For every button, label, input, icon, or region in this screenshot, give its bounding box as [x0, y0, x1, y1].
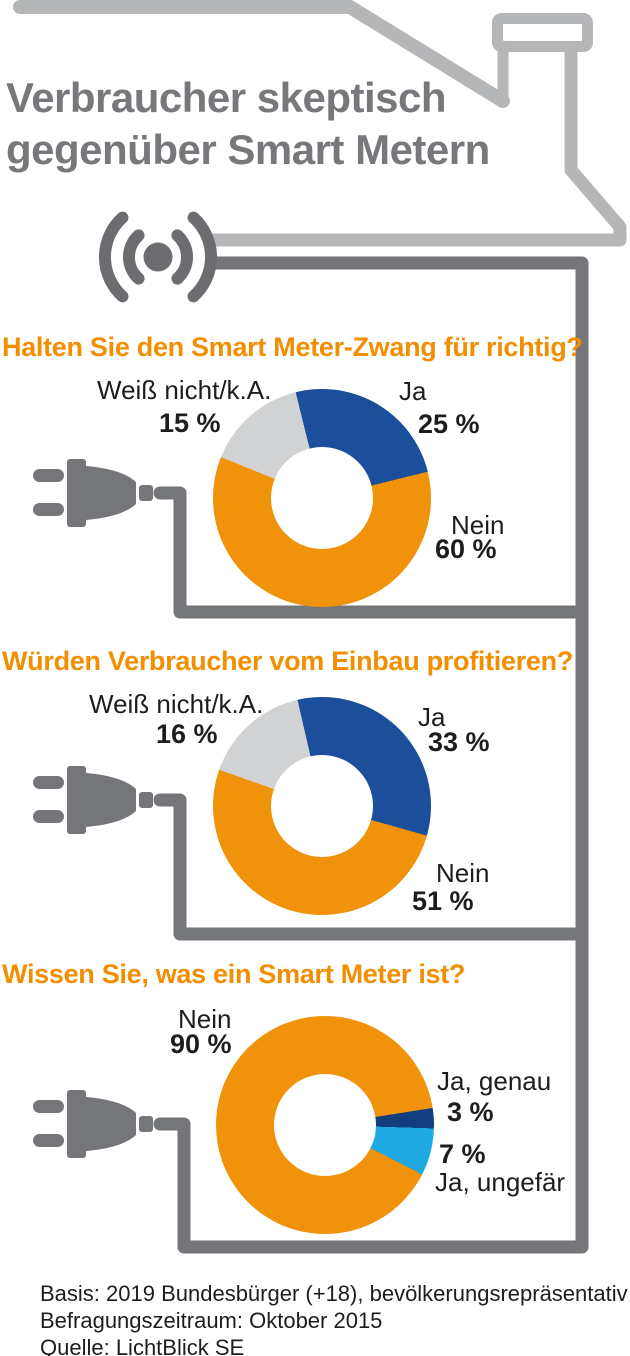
footer-basis: Basis: 2019 Bundesbürger (+18), bevölker… — [40, 1281, 628, 1306]
chart-3-value-nein: 90 % — [170, 1029, 232, 1059]
section-1-heading: Halten Sie den Smart Meter-Zwang für ric… — [2, 332, 583, 362]
donut-chart-1 — [213, 389, 431, 607]
footer-quelle: Quelle: LichtBlick SE — [40, 1335, 245, 1356]
chart-1-label-ja: Ja — [399, 376, 427, 406]
plug-nub — [139, 792, 153, 808]
donut-2-hole — [271, 755, 373, 857]
plug-prong-top — [33, 469, 64, 482]
donut-chart-3 — [216, 1016, 434, 1234]
page-title: Verbraucher skeptisch gegenüber Smart Me… — [6, 72, 490, 176]
plug-icon-1 — [33, 459, 153, 527]
plug-body — [67, 766, 86, 834]
wifi-arc-outer-right — [187, 211, 217, 303]
chart-1-value-nein: 60 % — [435, 534, 497, 564]
chart-2-value-nein: 51 % — [412, 886, 474, 916]
power-cables — [153, 256, 589, 1254]
page-title-line-2: gegenüber Smart Metern — [6, 126, 490, 173]
plug-icon-3 — [33, 1090, 153, 1158]
plug-prong-bottom — [33, 1134, 64, 1147]
wifi-arc-inner-right — [171, 229, 193, 285]
wifi-arc-inner-left — [123, 229, 145, 285]
chart-1-value-weiss-nicht: 15 % — [159, 408, 221, 438]
plug-prong-top — [33, 776, 64, 789]
chart-3-label-ja-ungefaer: Ja, ungefär — [435, 1167, 566, 1197]
plug-bell — [86, 773, 136, 827]
chart-1-label-nein: Nein — [451, 510, 505, 540]
chart-1-label-weiss-nicht: Weiß nicht/k.A. — [97, 375, 272, 405]
plug-prong-bottom — [33, 503, 64, 516]
wifi-arc-outer-left — [99, 211, 129, 303]
section-3-heading: Wissen Sie, was ein Smart Meter ist? — [2, 959, 466, 989]
plug-prong-top — [33, 1100, 64, 1113]
cable-main — [153, 256, 589, 1254]
footer: Basis: 2019 Bundesbürger (+18), bevölker… — [40, 1280, 628, 1356]
plug-body — [67, 459, 86, 527]
page-title-line-1: Verbraucher skeptisch — [6, 74, 447, 121]
donut-3-hole — [274, 1074, 376, 1176]
chart-2-label-nein: Nein — [436, 858, 490, 888]
house-icon — [13, 0, 627, 247]
cable-chart-1 — [153, 486, 589, 619]
chart-3-value-ja-genau: 3 % — [447, 1097, 494, 1127]
chart-1-value-ja: 25 % — [418, 409, 480, 439]
plug-bell — [86, 466, 136, 520]
wifi-dot — [143, 242, 173, 272]
chart-2-label-weiss-nicht: Weiß nicht/k.A. — [89, 689, 264, 719]
plug-nub — [139, 485, 153, 501]
chart-2-label-ja: Ja — [418, 702, 446, 732]
chart-3-value-ja-ungefaer: 7 % — [439, 1139, 486, 1169]
chart-3-label-nein: Nein — [178, 1004, 232, 1034]
footer-befragungszeitraum: Befragungszeitraum: Oktober 2015 — [40, 1308, 383, 1333]
house-roof-line — [13, 0, 510, 108]
wifi-icon — [99, 211, 217, 303]
plug-bell — [86, 1097, 136, 1151]
donut-1-hole — [271, 447, 373, 549]
chimney-cap — [492, 13, 593, 52]
cable-chart-2 — [153, 793, 589, 941]
donut-chart-2 — [213, 697, 431, 915]
chart-2-value-weiss-nicht: 16 % — [156, 719, 218, 749]
plug-nub — [139, 1116, 153, 1132]
plug-body — [67, 1090, 86, 1158]
chart-2-value-ja: 33 % — [428, 727, 490, 757]
chart-3-label-ja-genau: Ja, genau — [437, 1066, 552, 1096]
section-2-heading: Würden Verbraucher vom Einbau profitiere… — [2, 646, 573, 676]
house-wall-line — [205, 39, 627, 247]
plug-icon-2 — [33, 766, 153, 834]
plug-prong-bottom — [33, 810, 64, 823]
